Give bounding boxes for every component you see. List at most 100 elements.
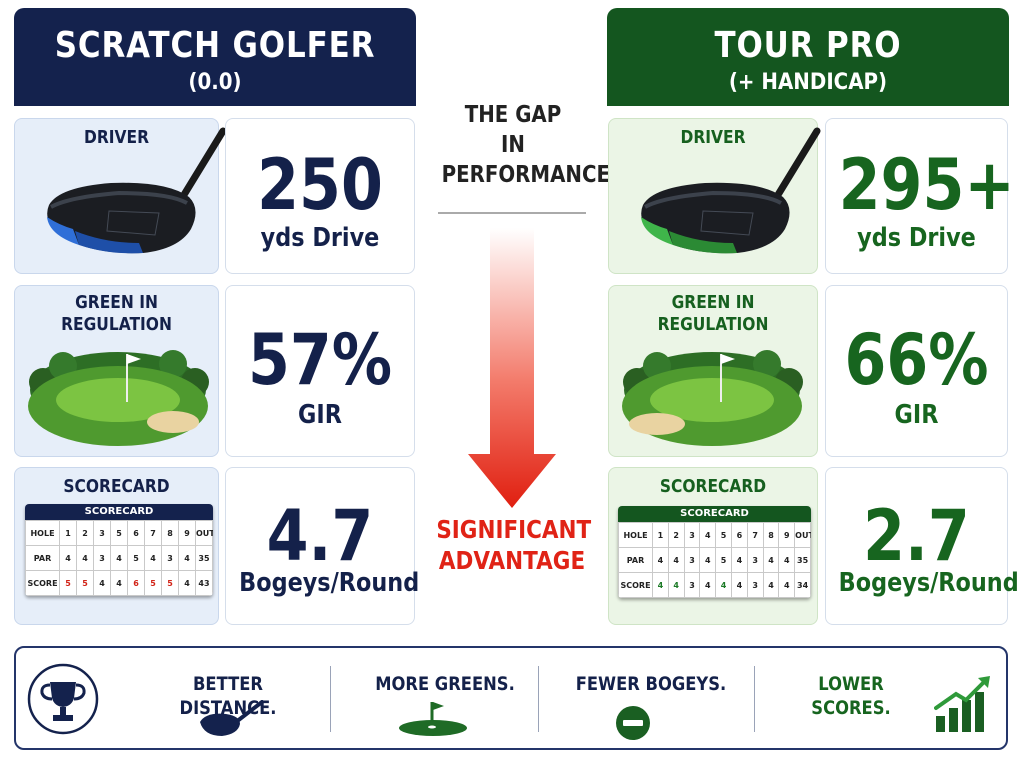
right-gir-card: GREEN IN REGULATION [608, 285, 818, 457]
right-scorecard-card: SCORECARD SCORECARD HOLE 1 2 3 4 5 6 7 8… [608, 467, 818, 625]
score-cell: 4 [699, 522, 717, 548]
row-label: SCORE [25, 570, 60, 596]
left-driver-card: DRIVER [14, 118, 227, 274]
score-cell: 35 [195, 545, 213, 571]
score-cell: 6 [127, 520, 145, 546]
left-scorecard-grid: HOLE 1 2 3 5 6 7 8 9 OUT PAR 4 4 3 4 5 4… [25, 520, 213, 596]
left-gir-label: GREEN IN REGULATION [61, 292, 172, 335]
trophy-icon [27, 663, 99, 735]
left-bogey-value: 4.7 [266, 495, 374, 577]
score-cell: OUT [794, 522, 811, 548]
rising-bar-chart-icon [934, 676, 990, 732]
right-driver-unit: yds Drive [857, 223, 976, 253]
score-cell: 4 [59, 545, 77, 571]
score-cell: 43 [195, 570, 213, 596]
table-row: HOLE 1 2 3 5 6 7 8 9 OUT [25, 520, 213, 546]
left-driver-value: 250 [257, 144, 383, 226]
score-cell: 7 [144, 520, 162, 546]
right-bogey-stat-card: 2.7 Bogeys/Round [825, 467, 1019, 625]
right-gir-unit: GIR [894, 400, 939, 430]
left-scorecard-label: SCORECARD [63, 476, 170, 497]
score-cell: 9 [178, 520, 196, 546]
right-bogey-unit: Bogeys/Round [838, 568, 1019, 598]
score-cell: 4 [178, 570, 196, 596]
minus-circle-icon [616, 706, 650, 740]
golf-green-icon [622, 350, 803, 446]
left-gir-value: 57% [247, 319, 393, 401]
score-cell: 3 [746, 547, 764, 573]
tour-pro-title: TOUR PRO [714, 25, 902, 66]
banner-greens-text: MORE GREENS. [375, 673, 515, 695]
score-cell: 5 [161, 570, 179, 596]
score-cell: 9 [778, 522, 796, 548]
banner-divider [330, 666, 331, 732]
right-driver-value: 295+ [838, 144, 1015, 226]
right-gir-value: 66% [844, 319, 989, 401]
left-driver-label: DRIVER [83, 127, 150, 148]
table-row: SCORE 4 4 3 4 4 4 3 4 4 34 [618, 572, 811, 598]
score-cell: 4 [699, 572, 717, 598]
score-cell: 4 [76, 545, 94, 571]
table-row: SCORE 5 5 4 4 6 5 5 4 43 [25, 570, 213, 596]
right-scorecard-grid: HOLE 1 2 3 4 5 6 7 8 9 OUT PAR 4 4 3 4 5… [618, 522, 811, 598]
row-label: PAR [25, 545, 60, 571]
score-cell: 3 [683, 522, 701, 548]
club-head-icon [200, 700, 264, 736]
score-cell: 6 [127, 570, 145, 596]
left-gir-stat-card: 57% GIR [225, 285, 415, 457]
table-row: PAR 4 4 3 4 5 4 3 4 4 35 [618, 547, 811, 573]
banner-bogeys-text: FEWER BOGEYS. [575, 673, 727, 695]
score-cell: 5 [76, 570, 94, 596]
score-cell: 4 [778, 572, 796, 598]
right-gir-stat-card: 66% GIR [825, 285, 1008, 457]
score-cell: 2 [76, 520, 94, 546]
gap-footer: SIGNIFICANT ADVANTAGE [436, 515, 592, 575]
score-cell: 5 [715, 522, 732, 548]
score-cell: 5 [715, 547, 732, 573]
score-cell: 3 [683, 572, 701, 598]
score-cell: 4 [762, 572, 780, 598]
gap-divider [438, 212, 586, 214]
score-cell: 4 [730, 547, 748, 573]
score-cell: 4 [730, 572, 748, 598]
score-cell: 3 [683, 547, 701, 573]
right-bogey-value: 2.7 [863, 495, 970, 577]
banner-distance-text: BETTER DISTANCE. [179, 673, 277, 719]
table-row: PAR 4 4 3 4 5 4 3 4 35 [25, 545, 213, 571]
score-cell: 3 [93, 520, 111, 546]
score-cell: 4 [667, 547, 685, 573]
table-row: HOLE 1 2 3 4 5 6 7 8 9 OUT [618, 522, 811, 548]
score-cell: 7 [746, 522, 764, 548]
gap-title: THE GAP IN PERFORMANCE [441, 102, 610, 188]
right-driver-card: DRIVER [608, 118, 821, 274]
right-gir-label: GREEN IN REGULATION [657, 292, 769, 335]
right-driver-label: DRIVER [680, 127, 746, 148]
score-cell: OUT [195, 520, 213, 546]
score-cell: 34 [794, 572, 811, 598]
score-cell: 3 [93, 545, 111, 571]
score-cell: 4 [144, 545, 162, 571]
driver-club-icon [47, 127, 227, 254]
score-cell: 1 [652, 522, 669, 548]
left-gir-unit: GIR [298, 400, 342, 430]
flag-on-green-icon [399, 702, 467, 736]
score-cell: 8 [161, 520, 179, 546]
score-cell: 2 [667, 522, 685, 548]
left-scorecard-card: SCORECARD SCORECARD HOLE 1 2 3 5 6 7 8 9… [14, 467, 219, 625]
score-cell: 8 [762, 522, 780, 548]
score-cell: 4 [762, 547, 780, 573]
score-cell: 5 [59, 570, 77, 596]
score-cell: 4 [178, 545, 196, 571]
score-cell: 4 [715, 572, 732, 598]
scratch-golfer-subtitle: (0.0) [188, 70, 242, 95]
down-arrow-icon [468, 228, 556, 508]
tour-pro-header: TOUR PRO (+ HANDICAP) [607, 8, 1009, 106]
scratch-golfer-header: SCRATCH GOLFER (0.0) [14, 8, 416, 106]
scratch-golfer-title: SCRATCH GOLFER [54, 25, 376, 66]
tour-pro-subtitle: (+ HANDICAP) [728, 70, 888, 95]
banner-scores-text: LOWER SCORES. [811, 673, 891, 719]
banner-divider [538, 666, 539, 732]
score-cell: 4 [778, 547, 796, 573]
row-label: HOLE [25, 520, 60, 546]
score-cell: 4 [652, 572, 669, 598]
